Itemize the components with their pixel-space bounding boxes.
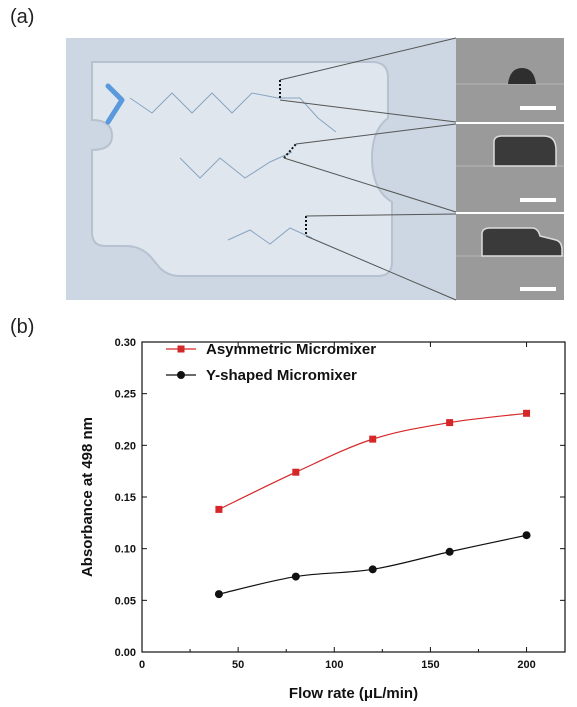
legend: Asymmetric Micromixer Y-shaped Micromixer (166, 341, 376, 384)
data-point (215, 505, 223, 513)
legend-label: Asymmetric Micromixer (206, 341, 376, 358)
scale-bar (520, 198, 556, 202)
sem-inset-3 (456, 214, 564, 300)
microchannel (105, 83, 125, 125)
x-axis-title: Flow rate (μL/min) (289, 685, 418, 702)
plot-border (141, 341, 566, 653)
thin-channel-3 (227, 227, 313, 245)
y-tick-label: 0.15 (115, 492, 136, 504)
legend-entry: Asymmetric Micromixer (166, 341, 376, 358)
data-point (291, 572, 300, 581)
data-point (523, 409, 531, 417)
cross-section-marker-2 (283, 143, 297, 159)
panel-a-label: (a) (10, 6, 35, 28)
connector-line (295, 123, 457, 145)
x-tick-label: 150 (421, 659, 439, 671)
panel-b-label: (b) (10, 316, 35, 338)
legend-label: Y-shaped Micromixer (206, 367, 357, 384)
plot-frame (141, 341, 566, 653)
data-point (446, 419, 454, 427)
legend-marker (177, 345, 185, 353)
series-line (218, 412, 527, 510)
connector-line (279, 99, 457, 123)
series-layer (214, 409, 531, 599)
data-point (369, 435, 377, 443)
chip-photo (66, 37, 564, 301)
chip-outline (91, 61, 393, 277)
y-tick-label: 0.30 (115, 337, 136, 349)
series-asymmetric (215, 409, 531, 513)
y-tick-label: 0.25 (115, 389, 136, 401)
x-tick-label: 100 (325, 659, 343, 671)
sem-inset-2 (456, 124, 564, 212)
legend-entry: Y-shaped Micromixer (166, 367, 357, 384)
series-line (218, 534, 527, 595)
x-tick-label: 200 (517, 659, 535, 671)
data-point (368, 565, 377, 574)
data-point (214, 590, 223, 599)
scale-bar (520, 287, 556, 291)
figure-panel-a: (a) (0, 0, 577, 305)
x-tick-label: 0 (139, 659, 145, 671)
y-axis: 0.00 0.05 0.10 0.15 0.20 0.25 0.30 (115, 337, 565, 659)
thin-channel-2 (179, 151, 293, 179)
data-point (522, 531, 531, 540)
connector-line (305, 235, 457, 301)
x-tick-label: 50 (232, 659, 244, 671)
connector-line (305, 213, 457, 217)
legend-marker (177, 371, 185, 379)
connector-line (279, 37, 457, 81)
scale-bar (520, 106, 556, 110)
y-axis-title: Absorbance at 498 nm (79, 417, 96, 577)
thin-channel-1 (129, 92, 337, 133)
series-y-shaped (214, 531, 531, 599)
x-axis: 0 50 100 150 200 (139, 342, 536, 671)
data-point (445, 547, 454, 556)
absorbance-chart: 0 50 100 150 200 0.00 0.05 0.10 0.15 0.20 0.25 0.3… (79, 337, 566, 702)
connector-line (283, 157, 457, 213)
sem-inset-1 (456, 38, 564, 122)
y-tick-label: 0.20 (115, 440, 136, 452)
y-tick-label: 0.10 (115, 544, 136, 556)
y-tick-label: 0.05 (115, 595, 136, 607)
data-point (292, 468, 300, 476)
y-tick-label: 0.00 (115, 647, 136, 659)
